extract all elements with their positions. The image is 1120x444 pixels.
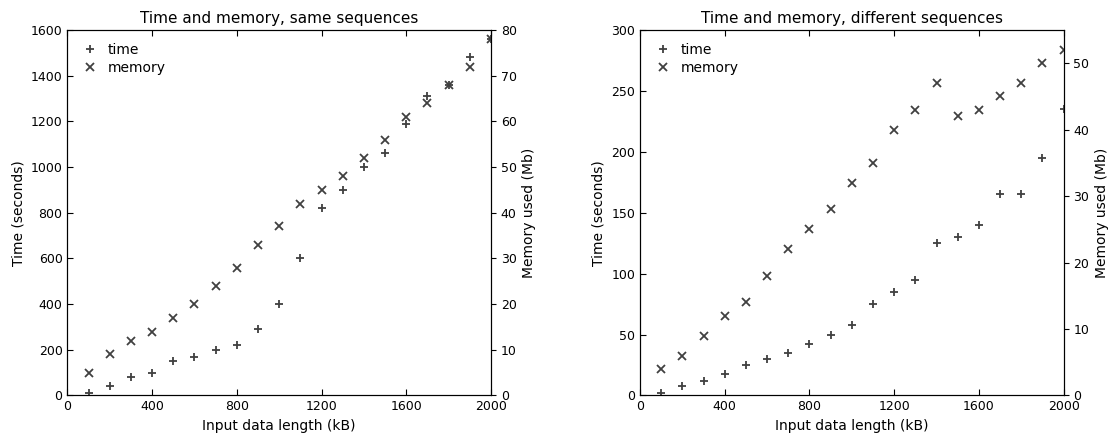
time xyxy=(824,332,838,337)
memory xyxy=(675,353,689,358)
memory xyxy=(782,246,795,252)
time xyxy=(484,36,497,42)
time xyxy=(1057,107,1071,112)
time xyxy=(167,359,180,364)
Line: memory: memory xyxy=(657,46,1067,373)
Y-axis label: Time (seconds): Time (seconds) xyxy=(591,160,606,266)
time xyxy=(124,375,138,380)
time xyxy=(846,322,859,328)
memory xyxy=(908,107,922,112)
memory xyxy=(887,127,900,132)
time xyxy=(654,390,668,396)
time xyxy=(930,241,943,246)
memory xyxy=(167,315,180,321)
memory xyxy=(315,187,328,193)
memory xyxy=(146,329,159,334)
memory xyxy=(654,366,668,372)
memory xyxy=(972,107,986,112)
Line: time: time xyxy=(657,105,1067,397)
time xyxy=(315,206,328,211)
memory xyxy=(718,313,731,318)
memory xyxy=(846,180,859,186)
memory xyxy=(209,283,223,289)
memory xyxy=(251,242,264,247)
memory xyxy=(103,352,116,357)
time xyxy=(866,301,879,307)
time xyxy=(400,121,413,127)
time xyxy=(82,391,95,396)
time xyxy=(209,347,223,353)
memory xyxy=(379,137,392,143)
memory xyxy=(866,160,879,166)
memory xyxy=(951,114,964,119)
memory xyxy=(230,265,243,270)
time xyxy=(887,289,900,295)
time xyxy=(230,343,243,348)
memory xyxy=(760,273,774,278)
memory xyxy=(400,114,413,119)
time xyxy=(463,55,476,60)
memory xyxy=(484,36,497,42)
time xyxy=(103,384,116,389)
memory xyxy=(824,207,838,212)
time xyxy=(421,94,435,99)
time xyxy=(739,362,753,368)
memory xyxy=(188,301,202,307)
memory xyxy=(421,100,435,106)
time xyxy=(336,187,349,193)
memory xyxy=(463,64,476,69)
memory xyxy=(1015,80,1028,86)
memory xyxy=(357,155,371,161)
time xyxy=(675,383,689,388)
time xyxy=(272,301,286,307)
time xyxy=(379,151,392,156)
memory xyxy=(993,94,1007,99)
time xyxy=(782,350,795,356)
Line: time: time xyxy=(84,35,495,397)
time xyxy=(993,192,1007,197)
time xyxy=(760,356,774,361)
Title: Time and memory, different sequences: Time and memory, different sequences xyxy=(701,11,1002,26)
memory xyxy=(1036,61,1049,66)
time xyxy=(908,277,922,282)
Legend: time, memory: time, memory xyxy=(74,37,171,80)
memory xyxy=(442,82,456,87)
time xyxy=(251,327,264,332)
time xyxy=(697,378,710,384)
Line: memory: memory xyxy=(84,35,495,377)
time xyxy=(803,341,816,347)
memory xyxy=(293,201,307,206)
time xyxy=(188,354,202,359)
memory xyxy=(739,300,753,305)
time xyxy=(357,164,371,170)
Y-axis label: Time (seconds): Time (seconds) xyxy=(11,160,25,266)
Y-axis label: Memory used (Mb): Memory used (Mb) xyxy=(1095,148,1109,278)
time xyxy=(1015,192,1028,197)
time xyxy=(1036,155,1049,161)
time xyxy=(146,370,159,375)
memory xyxy=(124,338,138,343)
memory xyxy=(272,224,286,229)
X-axis label: Input data length (kB): Input data length (kB) xyxy=(203,419,356,433)
Legend: time, memory: time, memory xyxy=(647,37,744,80)
memory xyxy=(803,227,816,232)
time xyxy=(951,234,964,240)
memory xyxy=(82,370,95,375)
time xyxy=(442,82,456,87)
time xyxy=(293,256,307,261)
Y-axis label: Memory used (Mb): Memory used (Mb) xyxy=(522,148,536,278)
memory xyxy=(1057,48,1071,53)
memory xyxy=(930,80,943,86)
memory xyxy=(336,174,349,179)
X-axis label: Input data length (kB): Input data length (kB) xyxy=(775,419,928,433)
time xyxy=(718,371,731,376)
memory xyxy=(697,333,710,338)
time xyxy=(972,222,986,228)
Title: Time and memory, same sequences: Time and memory, same sequences xyxy=(140,11,419,26)
